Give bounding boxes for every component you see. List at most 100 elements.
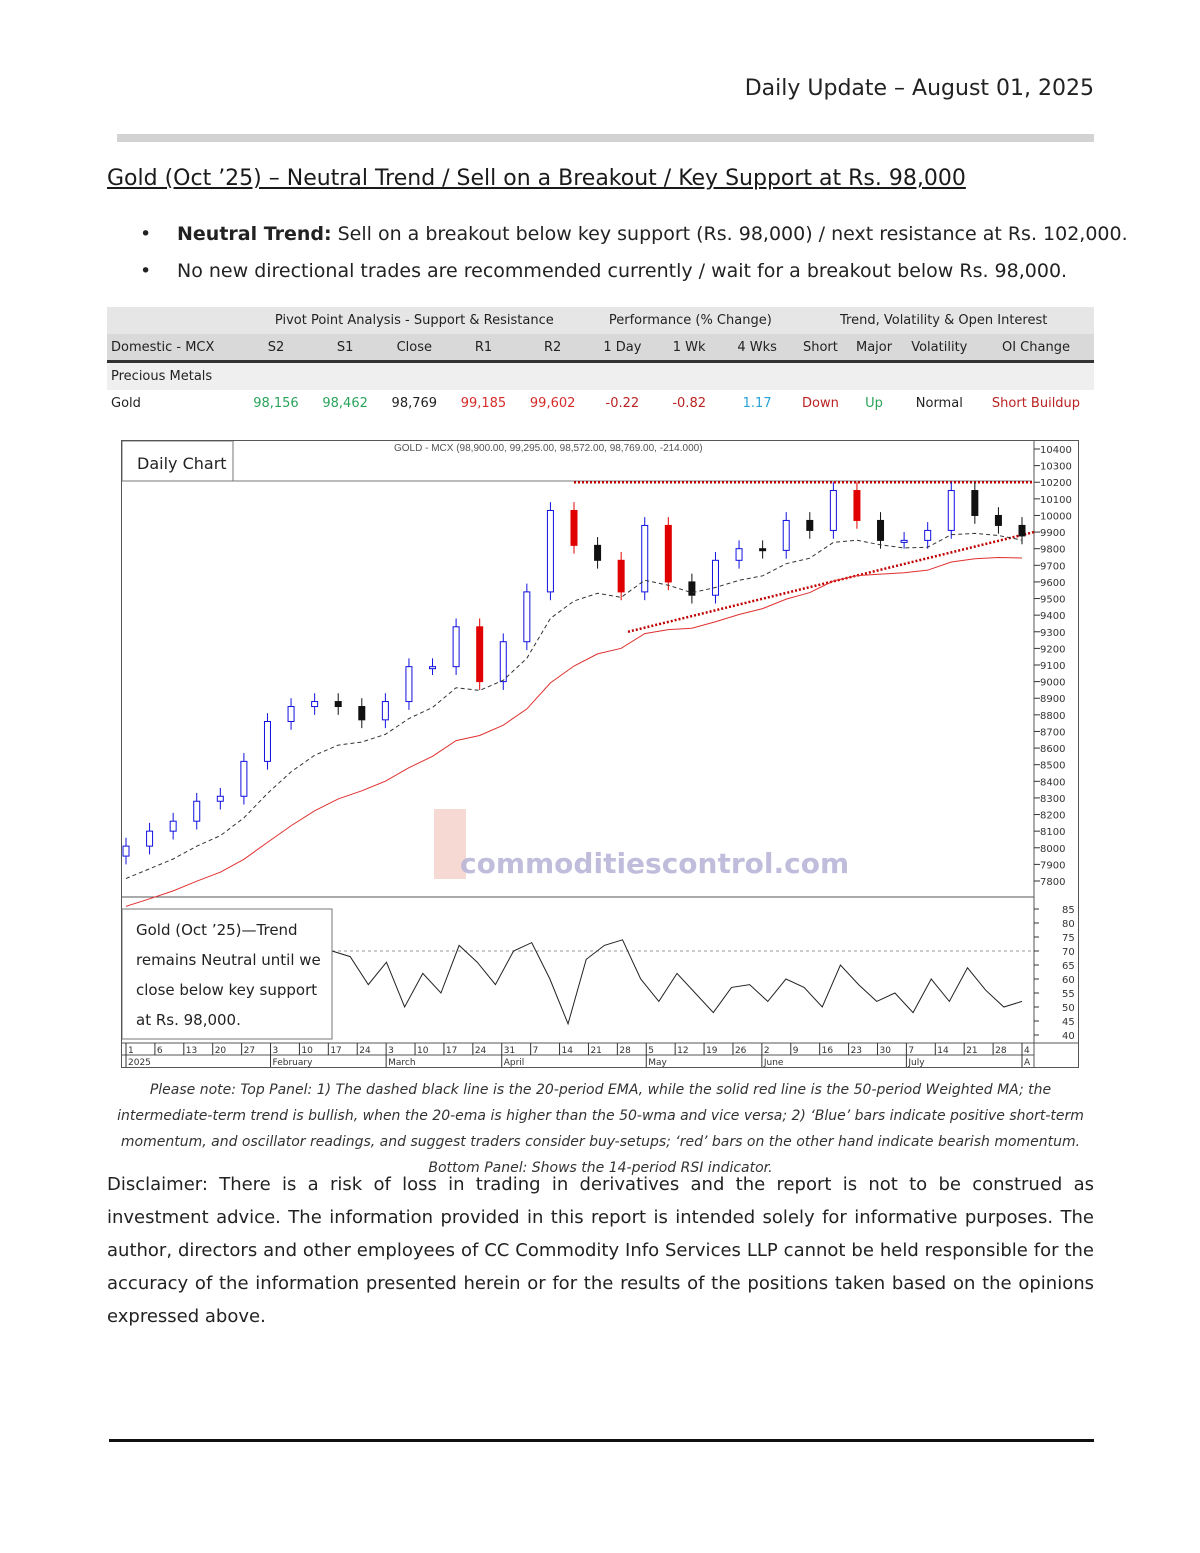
x-tick-label: 3 <box>273 1046 279 1056</box>
annotation-text: Gold (Oct ’25)—Trend remains Neutral unt… <box>136 921 321 1029</box>
x-tick-label: 14 <box>562 1046 574 1056</box>
x-tick-label: 20 <box>215 1046 227 1056</box>
rsi-tick-label: 50 <box>1062 1003 1075 1014</box>
candle <box>523 591 531 643</box>
x-tick-label: 10 <box>301 1046 313 1056</box>
y-tick-label: 8100 <box>1040 827 1065 838</box>
column-header: S1 <box>310 334 380 363</box>
rsi-tick-label: 55 <box>1062 989 1075 1000</box>
x-tick-label: 30 <box>879 1046 891 1056</box>
y-tick-label: 9600 <box>1040 578 1065 589</box>
month-label: May <box>648 1058 667 1067</box>
column-header: Domestic - MCX <box>107 334 242 363</box>
candle <box>287 706 295 722</box>
x-tick-label: 4 <box>1024 1046 1030 1056</box>
x-tick-label: 28 <box>619 1046 631 1056</box>
month-label: July <box>907 1058 925 1067</box>
x-tick-label: 17 <box>446 1046 457 1056</box>
x-tick-label: 13 <box>186 1046 197 1056</box>
candle <box>499 641 507 683</box>
price-chart: Daily Chart GOLD - MCX (98,900.00, 99,295… <box>121 440 1079 1068</box>
month-label: March <box>388 1058 415 1067</box>
candle <box>570 509 578 546</box>
candle <box>429 666 437 670</box>
x-tick-label: 6 <box>157 1046 163 1056</box>
group-header: Pivot Point Analysis - Support & Resista… <box>241 307 588 334</box>
y-tick-label: 10300 <box>1040 462 1072 473</box>
chart-svg: Daily Chart GOLD - MCX (98,900.00, 99,295… <box>121 440 1078 1068</box>
chart-title: GOLD - MCX (98,900.00, 99,295.00, 98,572… <box>394 443 703 454</box>
x-tick-label: 1 <box>128 1046 134 1056</box>
candle <box>947 490 955 531</box>
x-tick-label: 10 <box>417 1046 429 1056</box>
candle <box>405 666 413 703</box>
column-header: Major <box>847 334 901 363</box>
report-date: Daily Update – August 01, 2025 <box>744 76 1094 101</box>
candle <box>169 820 177 832</box>
y-tick-label: 8300 <box>1040 794 1065 805</box>
rsi-tick-label: 60 <box>1062 975 1075 986</box>
candle <box>334 701 342 708</box>
table-cell: Normal <box>915 396 963 411</box>
rsi-tick-label: 65 <box>1062 961 1075 972</box>
candle <box>994 514 1002 526</box>
x-tick-label: 24 <box>359 1046 371 1056</box>
candle <box>782 519 790 551</box>
month-label: February <box>273 1058 314 1067</box>
y-tick-label: 10100 <box>1040 495 1072 506</box>
rsi-line <box>331 939 1023 1026</box>
table-cell: 99,602 <box>529 396 576 411</box>
candle <box>806 519 814 531</box>
watermark: commoditiescontrol.com <box>460 847 849 880</box>
y-tick-label: 8700 <box>1040 727 1065 738</box>
x-tick-label: 26 <box>735 1046 747 1056</box>
y-tick-label: 9500 <box>1040 595 1065 606</box>
candle <box>122 845 130 857</box>
group-header: Trend, Volatility & Open Interest <box>793 307 1094 334</box>
y-tick-label: 10000 <box>1040 511 1072 522</box>
candle <box>664 524 672 583</box>
bullet-text: Sell on a breakout below key support (Rs… <box>331 223 1128 245</box>
table-cell: Up <box>865 396 883 411</box>
candle <box>735 548 743 561</box>
x-tick-label: 5 <box>648 1046 654 1056</box>
month-label: April <box>504 1058 525 1067</box>
y-tick-label: 9800 <box>1040 545 1065 556</box>
candle <box>617 559 625 593</box>
column-header: 1 Wk <box>657 334 721 363</box>
watermark-logo <box>434 809 466 879</box>
column-header: R2 <box>518 334 588 363</box>
column-header: 4 Wks <box>720 334 794 363</box>
column-header: Volatility <box>900 334 978 363</box>
column-header: OI Change <box>977 334 1094 363</box>
x-tick-label: 21 <box>966 1046 977 1056</box>
rsi-tick-label: 85 <box>1062 905 1075 916</box>
y-tick-label: 9100 <box>1040 661 1065 672</box>
x-tick-label: 31 <box>504 1046 515 1056</box>
table-cell: -0.82 <box>672 396 706 411</box>
month-label: June <box>763 1058 784 1067</box>
rsi-tick-label: 80 <box>1062 919 1075 930</box>
candle <box>146 830 154 847</box>
disclaimer: Disclaimer: There is a risk of loss in t… <box>107 1174 1094 1327</box>
y-tick-label: 9200 <box>1040 644 1065 655</box>
x-tick-label: 21 <box>590 1046 601 1056</box>
candle <box>759 548 767 552</box>
candle <box>971 490 979 516</box>
candle <box>263 720 271 762</box>
table-cell: 98,462 <box>322 396 368 411</box>
table-cell: Down <box>801 396 839 411</box>
candle <box>193 800 201 822</box>
candle <box>476 626 484 683</box>
column-header: S2 <box>241 334 311 363</box>
candle <box>594 544 602 561</box>
chart-label-box <box>121 440 234 482</box>
y-tick-label: 8400 <box>1040 777 1065 788</box>
pivot-table: Pivot Point Analysis - Support & Resista… <box>107 307 1094 417</box>
rsi-tick-label: 45 <box>1062 1017 1075 1028</box>
candle <box>641 524 649 593</box>
column-header: R1 <box>448 334 519 363</box>
candle <box>381 701 389 721</box>
y-tick-label: 9000 <box>1040 678 1065 689</box>
